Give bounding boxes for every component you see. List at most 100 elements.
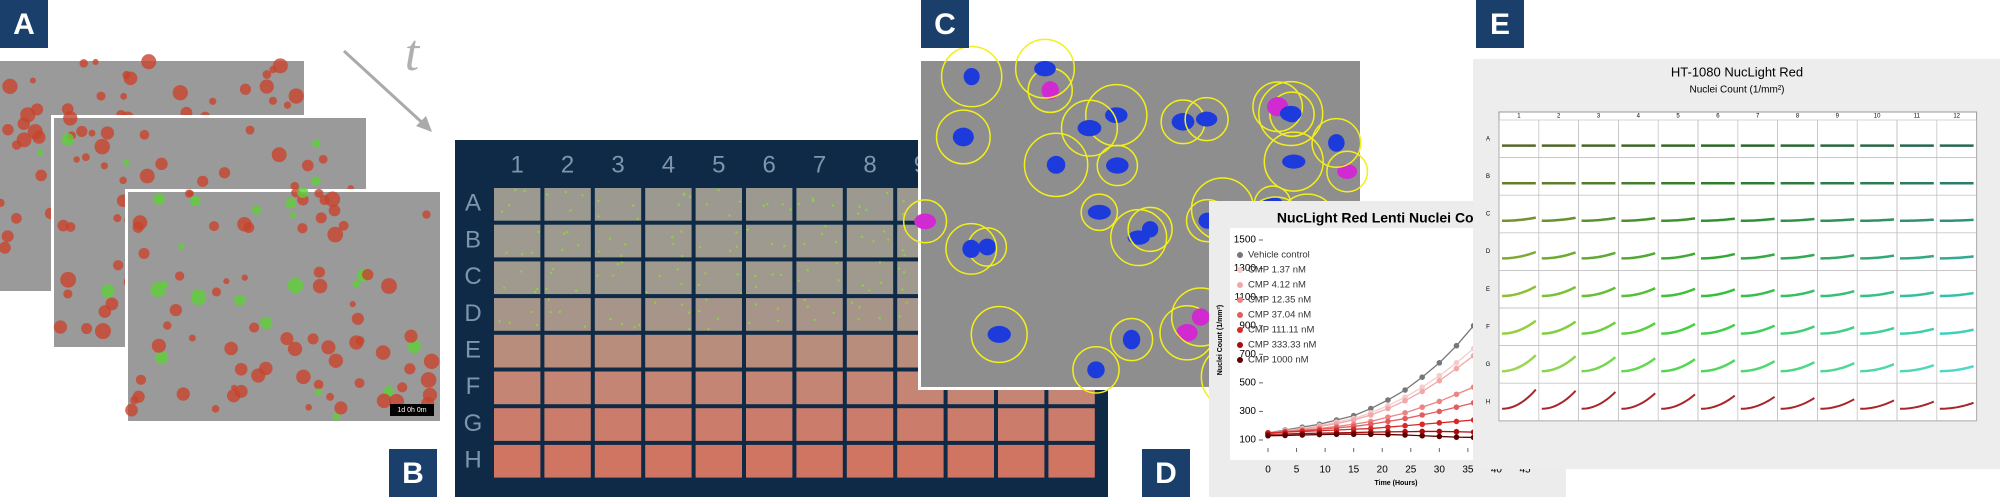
mini-trace — [1780, 325, 1815, 335]
cell — [211, 287, 222, 297]
cell-outline — [1014, 38, 1076, 99]
speck — [831, 204, 835, 207]
well — [544, 408, 591, 441]
well — [494, 224, 541, 258]
well — [695, 298, 742, 331]
cell — [53, 320, 68, 334]
row-label: D — [1486, 249, 1491, 255]
well — [746, 224, 793, 258]
cell — [61, 133, 74, 146]
cell — [318, 154, 328, 164]
cell — [376, 393, 392, 409]
speck — [762, 204, 765, 208]
speck — [552, 267, 555, 271]
speck — [832, 311, 835, 315]
legend-label: CMP 1.37 nM — [1248, 265, 1306, 276]
speck — [858, 205, 861, 209]
speck — [872, 240, 875, 243]
well — [746, 298, 793, 331]
mini-trace — [1581, 356, 1617, 373]
speck — [766, 203, 769, 206]
mini-trace — [1860, 363, 1895, 373]
legend-label: CMP 12.35 nM — [1248, 295, 1311, 306]
cell — [112, 260, 124, 271]
cell — [287, 277, 304, 294]
cell — [16, 132, 32, 148]
cell — [135, 374, 147, 385]
nucleus — [1105, 107, 1128, 124]
x-tick-label: 15 — [1348, 465, 1360, 476]
speck — [676, 268, 679, 271]
speck — [682, 192, 686, 195]
cell — [176, 387, 190, 401]
cell — [319, 194, 330, 206]
cell — [280, 332, 294, 346]
mini-trace — [1939, 218, 1974, 223]
mini-trace — [1939, 255, 1974, 260]
well — [645, 371, 692, 405]
mini-trace — [1860, 290, 1895, 298]
cell — [197, 175, 209, 187]
well — [796, 408, 843, 441]
data-point — [1453, 365, 1460, 372]
data-point — [1419, 384, 1425, 390]
time-symbol: t — [405, 25, 421, 82]
row-label: H — [1486, 400, 1490, 406]
mini-trace — [1700, 323, 1736, 335]
speck — [503, 286, 506, 289]
cell — [190, 195, 201, 207]
row-label: B — [1486, 174, 1490, 180]
cell — [223, 278, 230, 285]
cell — [94, 323, 111, 340]
speck — [850, 301, 854, 304]
cell — [283, 101, 292, 109]
cell — [139, 129, 150, 140]
nucleus — [1046, 155, 1066, 174]
speck — [597, 215, 600, 218]
cell — [352, 279, 361, 288]
y-axis-label: Nuclei Count (1/mm²) — [1217, 305, 1224, 375]
cell — [1, 230, 14, 243]
nucleus — [1195, 111, 1218, 127]
speck — [654, 301, 657, 304]
speck — [902, 200, 905, 203]
speck — [901, 213, 905, 216]
nucleus — [1191, 308, 1210, 326]
column-label: 1 — [511, 151, 524, 178]
well — [494, 444, 541, 478]
cell — [328, 204, 341, 217]
mini-trace — [1860, 254, 1895, 260]
cell — [314, 388, 323, 396]
x-tick-label: 45 — [1519, 465, 1531, 476]
speck — [514, 188, 517, 192]
well — [846, 444, 894, 478]
data-point — [1419, 421, 1425, 428]
well — [544, 334, 591, 368]
cell — [65, 222, 76, 232]
cell — [187, 190, 194, 197]
well — [846, 334, 894, 368]
cell — [138, 247, 150, 259]
speck — [857, 318, 860, 321]
cell — [163, 321, 172, 330]
well — [494, 261, 541, 295]
mini-trace — [1501, 354, 1537, 373]
data-point — [1385, 431, 1391, 438]
legend-label: CMP 111.11 nM — [1248, 325, 1314, 336]
well — [746, 444, 793, 478]
speck — [671, 236, 674, 239]
cell — [351, 312, 364, 325]
mini-trace — [1621, 392, 1656, 410]
well — [594, 188, 642, 221]
cell — [132, 390, 145, 403]
nucleus — [1171, 113, 1195, 131]
cell-outline — [1060, 99, 1119, 157]
speck — [545, 287, 548, 291]
speck — [878, 261, 882, 264]
x-axis-label: Time (Hours) — [1374, 480, 1417, 487]
cell — [297, 223, 308, 234]
mini-trace — [1581, 216, 1616, 223]
mini-trace — [1700, 288, 1736, 298]
data-point — [1453, 342, 1460, 349]
speck — [901, 288, 904, 291]
